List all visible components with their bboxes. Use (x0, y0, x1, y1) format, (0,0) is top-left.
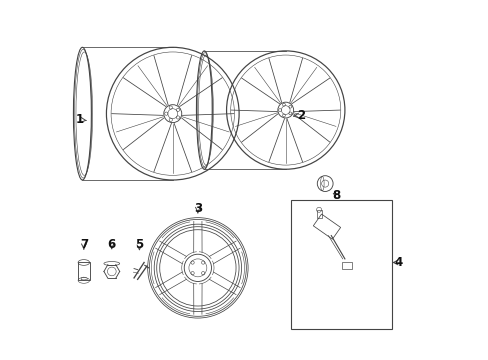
Text: 3: 3 (193, 202, 202, 215)
Text: 8: 8 (332, 189, 340, 202)
Bar (290, 200, 391, 329)
Bar (341, 262, 351, 269)
Bar (78, 262, 89, 280)
Text: 4: 4 (392, 256, 402, 269)
Text: 1: 1 (75, 113, 86, 126)
Text: 7: 7 (80, 238, 88, 251)
Text: 2: 2 (293, 109, 304, 122)
Bar (316, 210, 321, 218)
Text: 5: 5 (135, 238, 143, 251)
Text: 6: 6 (107, 238, 116, 251)
